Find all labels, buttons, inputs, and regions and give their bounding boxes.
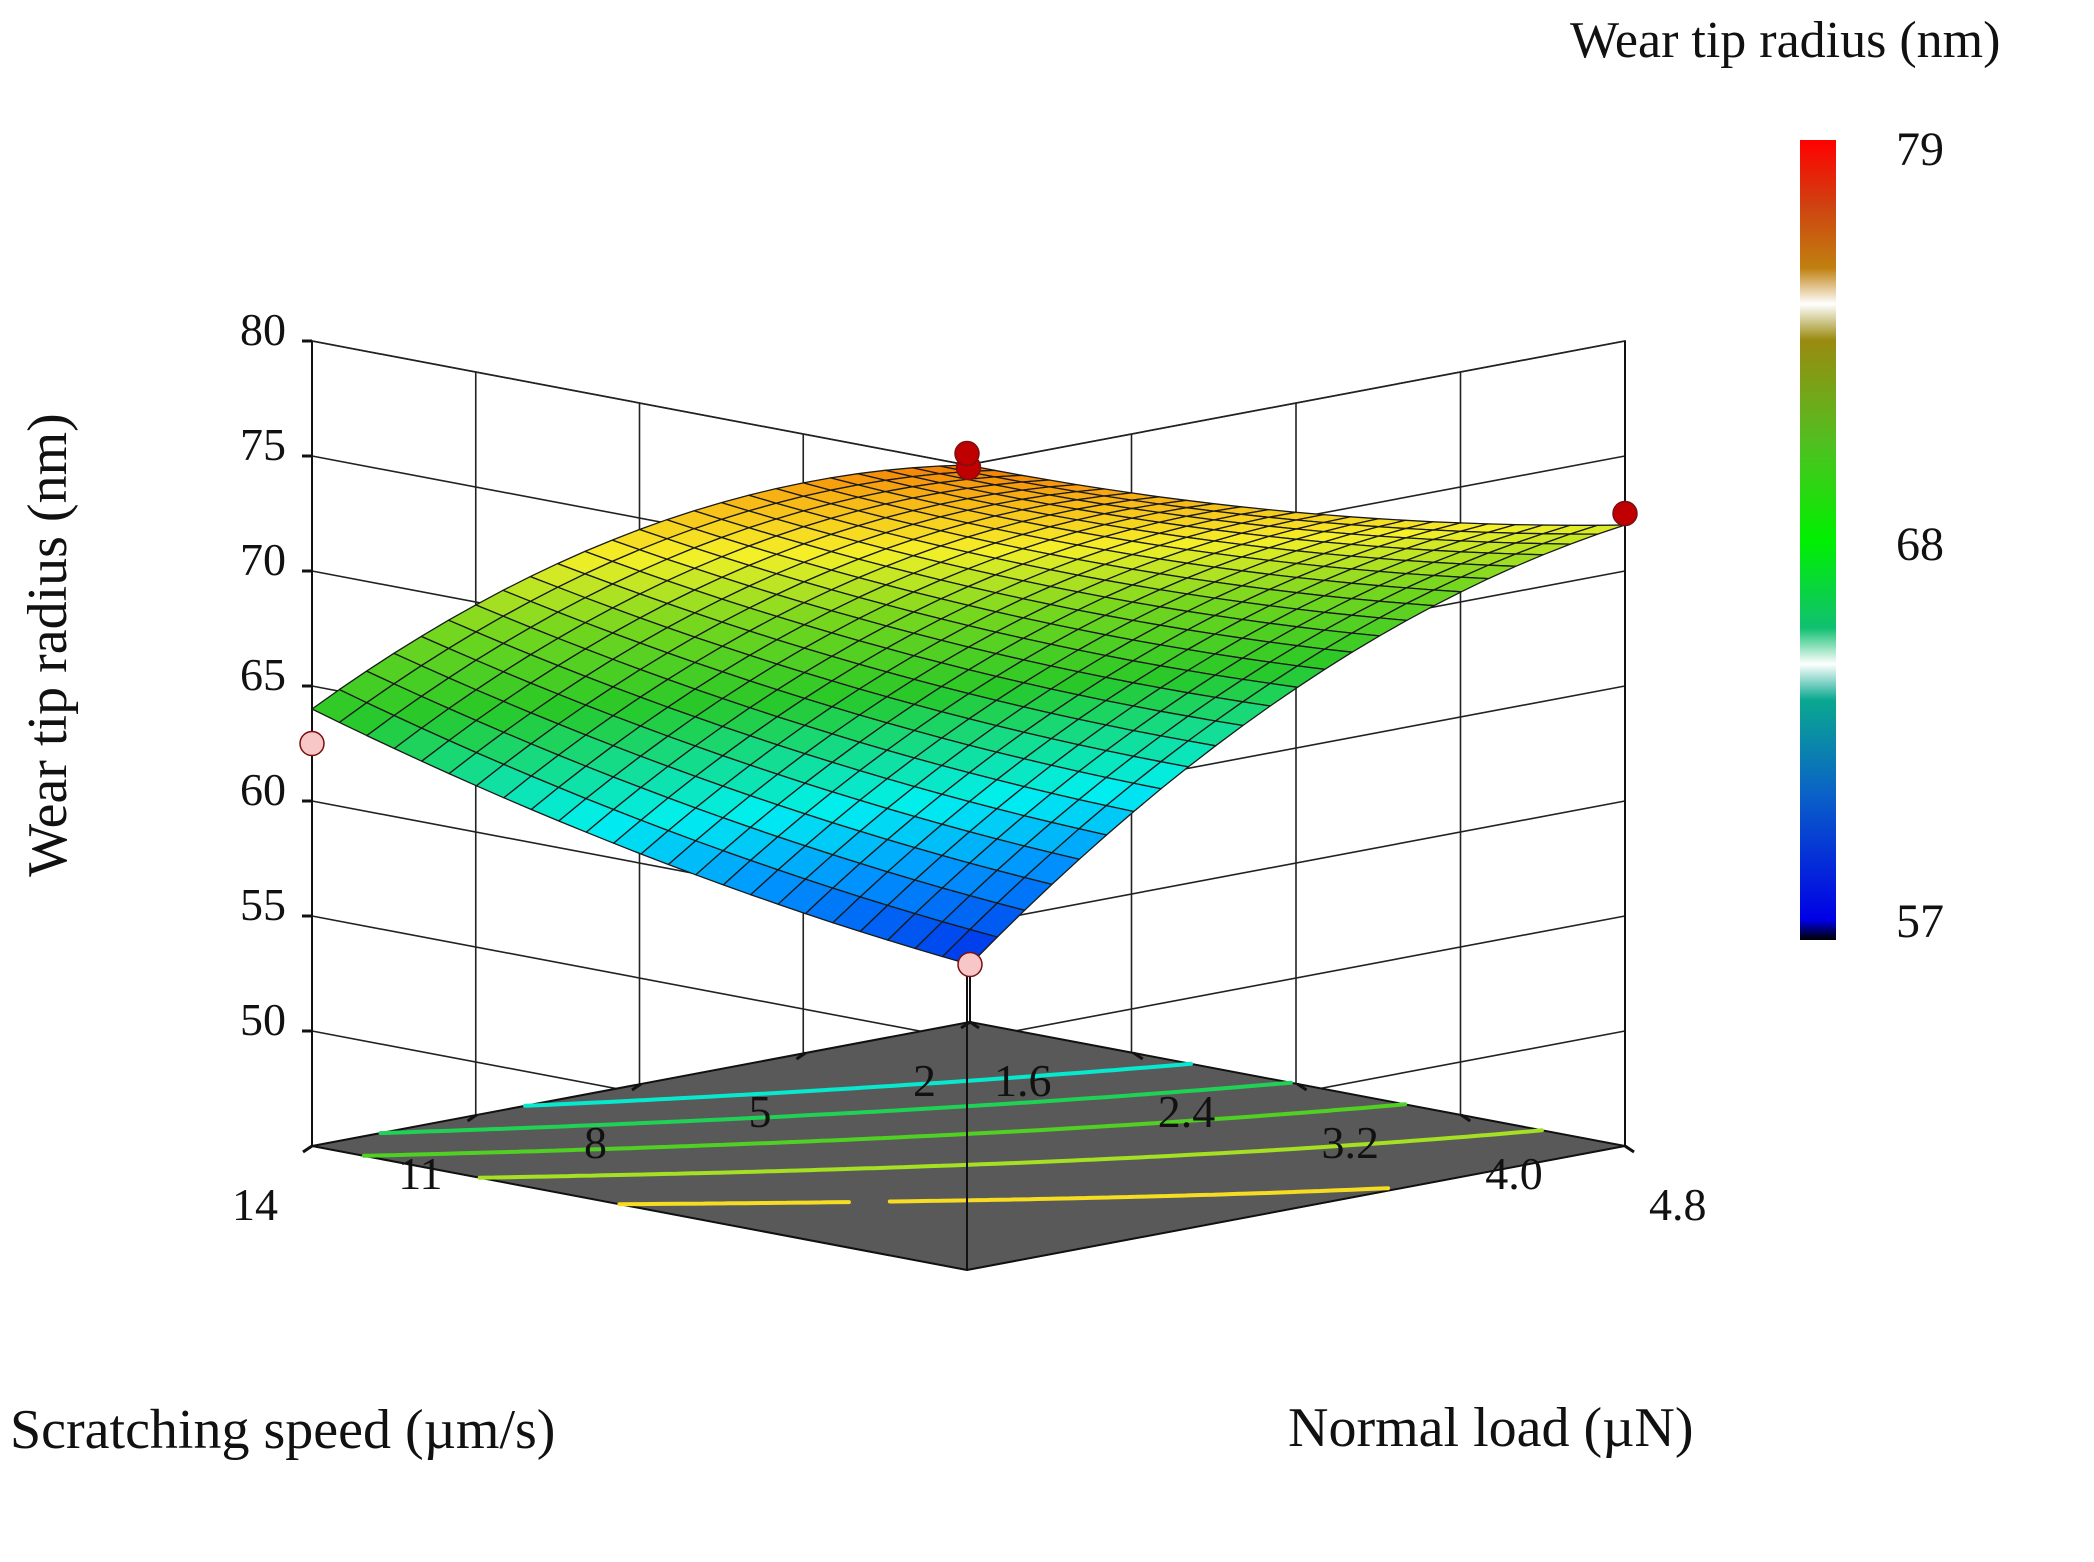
y-tick-label: 4.8 [1649, 1179, 1707, 1230]
z-tick-label: 80 [240, 304, 286, 355]
x-tick-label: 8 [584, 1117, 607, 1168]
response-surface-chart: 50 55 60 65 70 75 80 2 5 8 11 14 1.6 2.4 3.2 4.0 4.8 Wea… [0, 0, 2094, 1562]
y-axis-label: Normal load (µN) [1288, 1397, 1693, 1459]
y-tick-label: 4.0 [1485, 1148, 1543, 1199]
colorbar-tick-mid: 68 [1896, 518, 1944, 571]
z-tick-label: 75 [240, 419, 286, 470]
x-axis-label: Scratching speed (µm/s) [10, 1399, 555, 1461]
z-axis-label: Wear tip radius (nm) [17, 413, 79, 877]
colorbar: Wear tip radius (nm) 79 68 57 [1570, 12, 2000, 948]
design-point [958, 953, 982, 977]
z-tick-label: 50 [240, 994, 286, 1045]
colorbar-tick-max: 79 [1896, 123, 1944, 176]
x-tick-label: 14 [232, 1179, 278, 1230]
design-point [300, 732, 324, 756]
z-tick-label: 60 [240, 764, 286, 815]
colorbar-title: Wear tip radius (nm) [1570, 12, 2000, 69]
y-tick-label: 2.4 [1158, 1086, 1216, 1137]
design-point [955, 442, 979, 466]
y-tick [1625, 1146, 1634, 1152]
colorbar-tick-min: 57 [1896, 895, 1944, 948]
x-tick [303, 1146, 312, 1152]
design-point [1613, 502, 1637, 526]
y-tick-label: 1.6 [994, 1055, 1052, 1106]
z-tick-label: 70 [240, 534, 286, 585]
x-tick-label: 2 [913, 1055, 936, 1106]
x-tick-label: 5 [749, 1086, 772, 1137]
z-tick-label: 65 [240, 649, 286, 700]
colorbar-gradient [1800, 140, 1836, 940]
x-tick-label: 11 [398, 1148, 442, 1199]
y-tick-label: 3.2 [1322, 1117, 1380, 1168]
z-tick-label: 55 [240, 879, 286, 930]
